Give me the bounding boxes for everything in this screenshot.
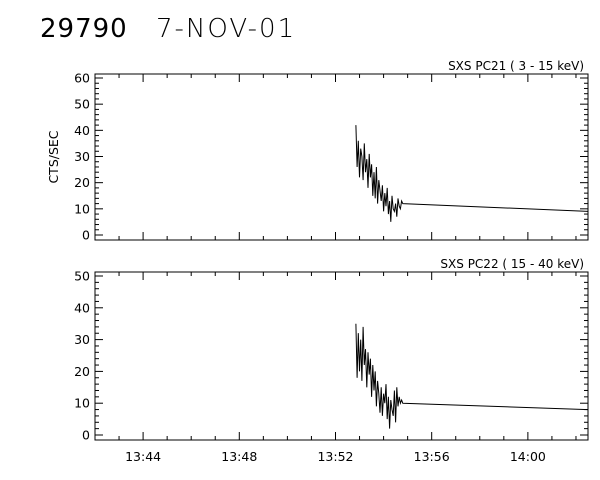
pc21-title: SXS PC21 ( 3 - 15 keV) [448,59,584,73]
pc22-ytick-label: 50 [74,269,90,284]
pc21-ytick-label: 50 [74,97,90,112]
pc22-ytick-label: 0 [82,428,90,443]
pc22-xtick-label: 13:52 [317,449,353,464]
pc22-plot-frame [94,271,589,441]
pc22-series-line [355,323,589,429]
observation-date: 7-NOV-01 [156,14,297,44]
pc22-title: SXS PC22 ( 15 - 40 keV) [440,257,584,271]
pc22-ytick-label: 40 [74,300,90,315]
pc22-xtick-label: 13:56 [414,449,450,464]
pc21-plot-frame [94,73,589,241]
pc21-series-line [355,125,589,222]
pc21-ytick-label: 20 [74,175,90,190]
pc21-ytick-label: 0 [82,228,90,243]
pc21-ytick-label: 30 [74,149,90,164]
pc22-xtick-label: 13:44 [125,449,161,464]
pc21-ytick-label: 40 [74,123,90,138]
pc22-ytick-label: 30 [74,332,90,347]
pc22-xtick-label: 13:48 [221,449,257,464]
pc21-ytick-label: 10 [74,201,90,216]
pc22-ytick-label: 20 [74,364,90,379]
pc22-ytick-label: 10 [74,396,90,411]
observation-id: 29790 [40,14,128,44]
pc22-xtick-label: 14:00 [510,449,546,464]
pc21-ytick-label: 60 [74,71,90,86]
pc21-ylabel: CTS/SEC [46,130,61,183]
